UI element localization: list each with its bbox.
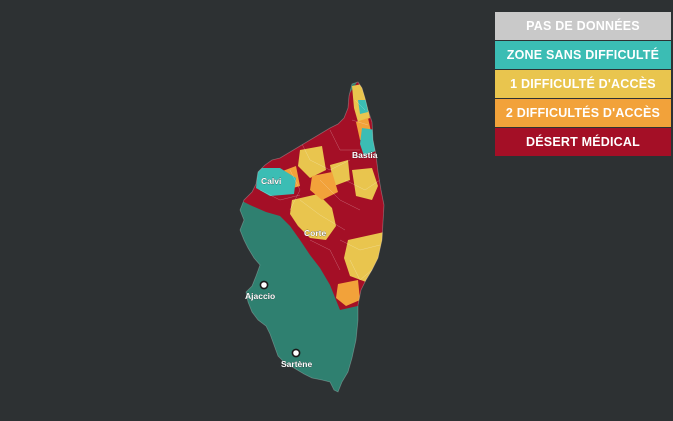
legend-item-one-difficulty: 1 DIFFICULTÉ D'ACCÈS (495, 70, 671, 98)
city-ajaccio: Ajaccio (245, 280, 275, 301)
corsica-regions (240, 82, 384, 392)
legend-item-no-difficulty: ZONE SANS DIFFICULTÉ (495, 41, 671, 69)
city-label-ajaccio: Ajaccio (245, 291, 275, 301)
city-label-sartene: Sartène (281, 359, 312, 369)
city-label-corte: Corte (304, 228, 326, 238)
city-label-bastia: Bastia (352, 150, 378, 160)
city-bastia: Bastia (352, 150, 378, 160)
city-label-calvi: Calvi (261, 176, 281, 186)
city-marker-sartene (291, 348, 301, 358)
region-no-difficulty-calvi (256, 168, 296, 196)
legend-item-no-data: PAS DE DONNÉES (495, 12, 671, 40)
legend-item-two-difficulties: 2 DIFFICULTÉS D'ACCÈS (495, 99, 671, 127)
region-two-difficulties-south (336, 280, 360, 306)
region-one-difficulty-west (298, 146, 326, 178)
city-corte: Corte (304, 228, 327, 238)
city-sartene: Sartène (281, 348, 313, 369)
commune-borders (259, 99, 381, 281)
region-one-difficulty-north (330, 160, 350, 186)
city-marker-ajaccio (259, 280, 269, 290)
map-legend: PAS DE DONNÉES ZONE SANS DIFFICULTÉ 1 DI… (495, 12, 671, 156)
region-one-difficulty-center (290, 194, 336, 240)
city-calvi: Calvi (261, 176, 282, 186)
region-no-difficulty-cap (358, 100, 368, 114)
region-two-difficulties-center (310, 172, 338, 200)
region-one-difficulty-east (352, 168, 378, 200)
legend-item-medical-desert: DÉSERT MÉDICAL (495, 128, 671, 156)
